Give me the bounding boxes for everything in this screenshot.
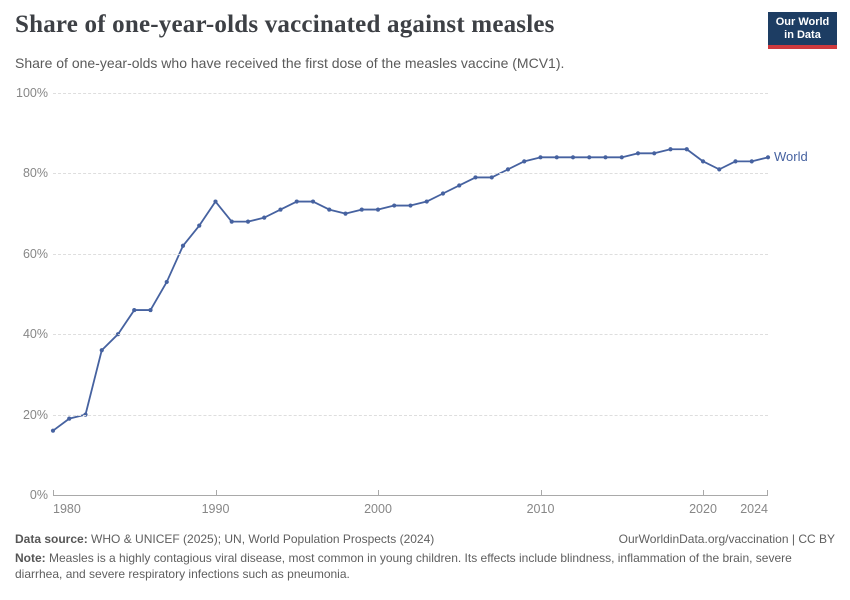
gridline-20	[53, 414, 768, 416]
x-axis-line	[53, 495, 768, 496]
x-axis-tick-2024	[767, 490, 768, 495]
chart-footer: Data source: WHO & UNICEF (2025); UN, Wo…	[15, 531, 835, 582]
x-axis-label-2010: 2010	[526, 502, 555, 516]
y-axis-label-40: 40%	[22, 327, 48, 342]
x-axis-label-1990: 1990	[201, 502, 230, 516]
y-axis-label-20: 20%	[22, 407, 48, 422]
x-axis-tick-1990	[215, 490, 217, 495]
owid-logo-line1: Our World	[775, 15, 830, 28]
note-label: Note:	[15, 551, 46, 565]
data-source-label: Data source:	[15, 532, 88, 546]
chart-subtitle: Share of one-year-olds who have received…	[15, 55, 565, 71]
x-axis-label-2000: 2000	[364, 502, 392, 516]
chart-note: Note: Measles is a highly contagious vir…	[15, 551, 792, 581]
y-axis-label-0: 0%	[29, 488, 48, 502]
owid-logo-line2: in Data	[784, 28, 821, 41]
gridline-80	[53, 173, 768, 175]
line-chart-plot-area[interactable]: World 0% 20% 40% 60% 80% 100% 1980 1990 2000 2010…	[0, 0, 850, 530]
data-source-text: Data source: WHO & UNICEF (2025); UN, Wo…	[15, 532, 435, 546]
world-series-line[interactable]	[50, 93, 771, 495]
x-axis-label-2024: 2024	[740, 502, 768, 516]
x-axis-tick-2010	[540, 490, 542, 495]
x-axis-tick-2020	[703, 490, 704, 495]
x-axis-label-1980: 1980	[53, 502, 81, 516]
series-label-world[interactable]: World	[774, 149, 808, 165]
attribution-link[interactable]: OurWorldinData.org/vaccination | CC BY	[618, 532, 835, 546]
y-axis-label-100: 100%	[16, 86, 48, 100]
x-axis-tick-1980	[53, 490, 54, 495]
y-axis-label-80: 80%	[22, 166, 48, 181]
gridline-60	[53, 253, 768, 255]
gridline-40	[53, 334, 768, 336]
x-axis-label-2020: 2020	[689, 502, 717, 516]
page-title: Share of one-year-olds vaccinated agains…	[15, 11, 555, 38]
gridline-100	[53, 93, 768, 94]
owid-logo[interactable]: Our World in Data	[768, 12, 837, 49]
x-axis-tick-2000	[378, 490, 379, 495]
y-axis-label-60: 60%	[22, 246, 48, 261]
